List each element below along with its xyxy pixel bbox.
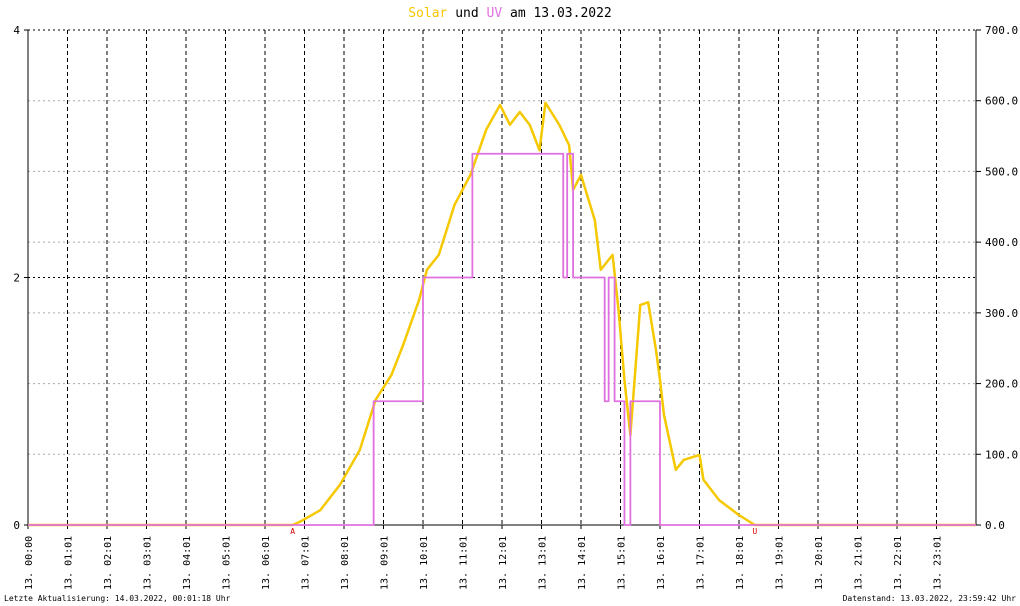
x-tick-label: 13. 14:01 [577,536,588,590]
x-tick-label: 13. 15:01 [617,536,628,590]
x-tick-label: 13. 13:01 [538,536,549,590]
x-tick-label: 13. 21:01 [854,536,865,590]
x-tick-label: 13. 22:01 [893,536,904,590]
y2-tick-label: 0.0 [985,519,1005,532]
x-tick-label: 13. 23:01 [933,536,944,590]
x-tick-label: 13. 07:01 [301,536,312,590]
y2-tick-label: 100.0 [985,448,1018,461]
y-tick-label: 2 [13,272,20,285]
chart-title: Solar und UV am 13.03.2022 [408,6,612,21]
y2-tick-label: 300.0 [985,307,1018,320]
title-date: am 13.03.2022 [510,6,612,21]
series-line [28,152,976,526]
x-tick-label: 13. 20:01 [814,536,825,590]
x-tick-label: 13. 12:01 [498,536,509,590]
x-tick-label: 13. 06:01 [261,536,272,590]
footer-right: Datenstand: 13.03.2022, 23:59:42 Uhr [843,594,1017,603]
y2-tick-label: 700.0 [985,24,1018,37]
title-solar: Solar [408,6,447,21]
x-tick-label: 13. 03:01 [143,536,154,590]
title-connector: und [455,6,478,21]
x-tick-label: 13. 18:01 [735,536,746,590]
x-tick-label: 13. 04:01 [182,536,193,590]
annotation: U [752,527,757,536]
x-tick-label: 13. 10:01 [419,536,430,590]
x-tick-label: 13. 09:01 [380,536,391,590]
x-tick-label: 13. 19:01 [775,536,786,590]
x-tick-label: 13. 11:01 [459,536,470,590]
y2-tick-label: 200.0 [985,378,1018,391]
x-tick-label: 13. 02:01 [103,536,114,590]
annotation: A [290,527,295,536]
y2-tick-label: 500.0 [985,165,1018,178]
x-tick-label: 13. 17:01 [696,536,707,590]
x-tick-label: 13. 00:00 [24,536,35,590]
footer-left: Letzte Aktualisierung: 14.03.2022, 00:01… [4,594,231,603]
x-tick-label: 13. 01:01 [64,536,75,590]
y2-tick-label: 600.0 [985,95,1018,108]
x-tick-label: 13. 16:01 [656,536,667,590]
x-tick-label: 13. 08:01 [340,536,351,590]
y2-tick-label: 400.0 [985,236,1018,249]
y-tick-label: 0 [13,519,20,532]
x-tick-label: 13. 05:01 [222,536,233,590]
series-line [28,101,976,527]
title-uv: UV [487,6,503,21]
y-tick-label: 4 [13,24,20,37]
